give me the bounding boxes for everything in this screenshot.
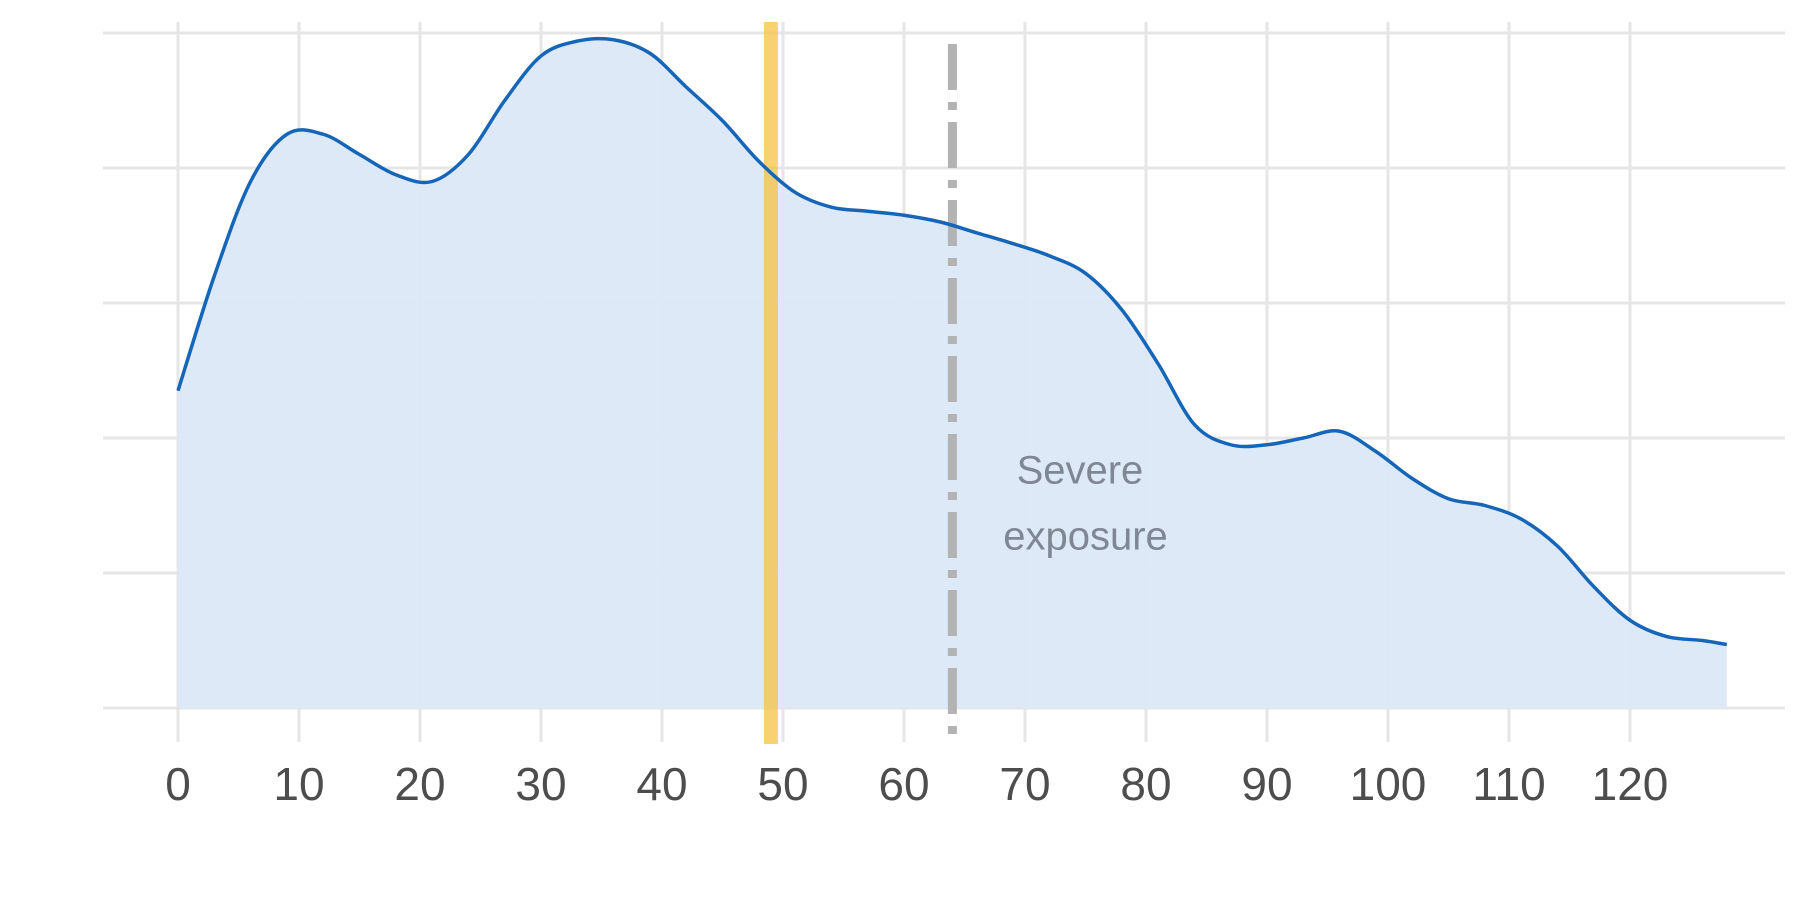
x-tick-label: 10 [273, 758, 324, 810]
x-tick-label: 70 [999, 758, 1050, 810]
x-axis-tick-labels: 0 10 20 30 40 50 60 70 80 90 100 110 120 [165, 758, 1668, 810]
density-line [176, 36, 1728, 647]
highlight-band [763, 22, 778, 744]
x-tick-label: 100 [1350, 758, 1427, 810]
x-tick-label: 40 [636, 758, 687, 810]
x-tick-label: 110 [1472, 758, 1545, 810]
annotation-line-2: exposure [1003, 514, 1168, 558]
annotation-line-1: Severe [1017, 448, 1144, 492]
x-tick-label: 30 [515, 758, 566, 810]
x-tick-label: 20 [394, 758, 445, 810]
x-tick-label: 80 [1120, 758, 1171, 810]
severe-exposure-annotation: Severe exposure [1003, 448, 1168, 558]
x-tick-label: 0 [165, 758, 191, 810]
x-tick-label: 120 [1592, 758, 1669, 810]
x-tick-label: 90 [1241, 758, 1292, 810]
x-tick-label: 50 [757, 758, 808, 810]
x-tick-label: 60 [878, 758, 929, 810]
